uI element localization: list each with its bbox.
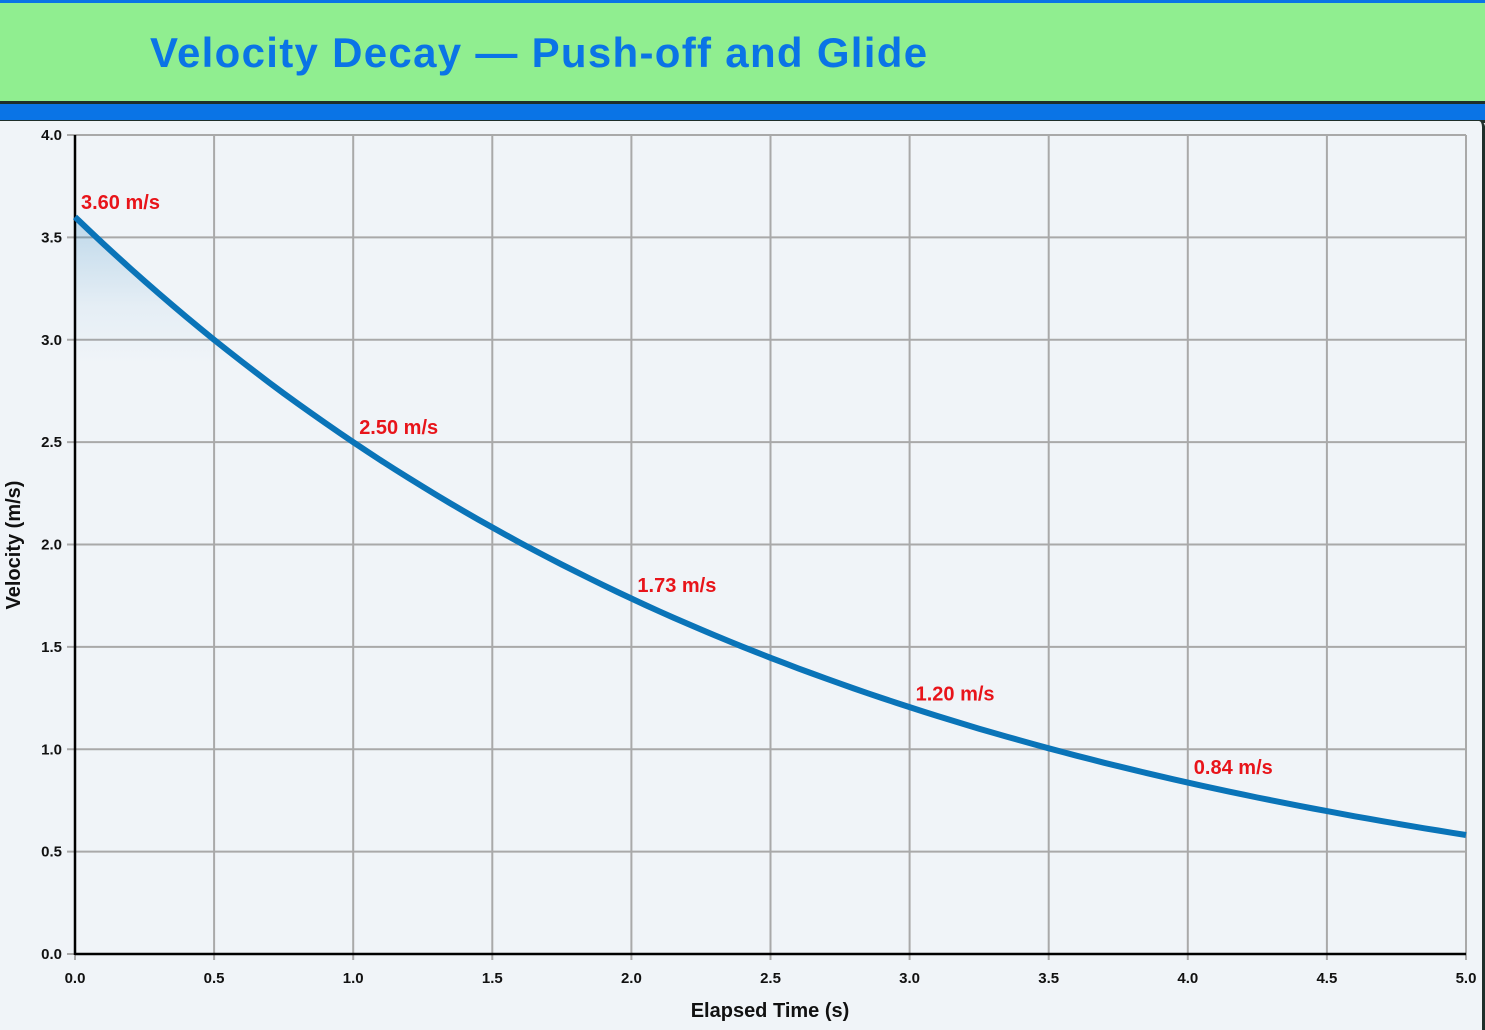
y-tick-label: 0.0 xyxy=(41,946,62,963)
area-fill xyxy=(75,216,1466,954)
data-label: 3.60 m/s xyxy=(81,192,160,214)
y-tick-label: 1.5 xyxy=(41,639,62,656)
top-accent-line xyxy=(0,0,1485,3)
y-tick-label: 4.0 xyxy=(41,127,62,144)
tick-labels: 0.0 0.5 1.0 1.5 2.0 2.5 3.0 3.5 4.0 4.5 5.0 0.0 0.5 1… xyxy=(41,127,1476,987)
x-tick-label: 1.5 xyxy=(482,970,503,987)
data-label: 1.20 m/s xyxy=(916,683,995,705)
y-tick-label: 0.5 xyxy=(41,844,62,861)
data-label: 0.84 m/s xyxy=(1194,757,1273,779)
x-tick-label: 2.5 xyxy=(760,970,781,987)
x-tick-label: 1.0 xyxy=(343,970,364,987)
data-label: 2.50 m/s xyxy=(359,417,438,439)
page-title: Velocity Decay — Push-off and Glide xyxy=(150,29,929,76)
data-labels: 3.60 m/s 2.50 m/s 1.73 m/s 1.20 m/s 0.84 m/s xyxy=(81,192,1273,779)
y-axis-title: Velocity (m/s) xyxy=(3,481,25,610)
y-tick-label: 3.0 xyxy=(41,332,62,349)
x-tick-label: 2.0 xyxy=(621,970,642,987)
y-tick-label: 3.5 xyxy=(41,229,62,246)
header-banner: Velocity Decay — Push-off and Glide xyxy=(0,3,1485,104)
data-label: 1.73 m/s xyxy=(637,575,716,597)
x-tick-label: 0.5 xyxy=(204,970,225,987)
y-tick-label: 2.0 xyxy=(41,537,62,554)
y-tick-label: 1.0 xyxy=(41,741,62,758)
y-tick-label: 2.5 xyxy=(41,434,62,451)
x-tick-label: 5.0 xyxy=(1456,970,1477,987)
velocity-line xyxy=(72,214,1467,838)
x-axis-title: Elapsed Time (s) xyxy=(691,1000,850,1022)
x-tick-label: 4.5 xyxy=(1316,970,1337,987)
x-tick-label: 3.0 xyxy=(899,970,920,987)
chart-axes xyxy=(73,135,1466,956)
x-tick-label: 3.5 xyxy=(1038,970,1059,987)
x-tick-label: 0.0 xyxy=(65,970,86,987)
x-tick-label: 4.0 xyxy=(1177,970,1198,987)
